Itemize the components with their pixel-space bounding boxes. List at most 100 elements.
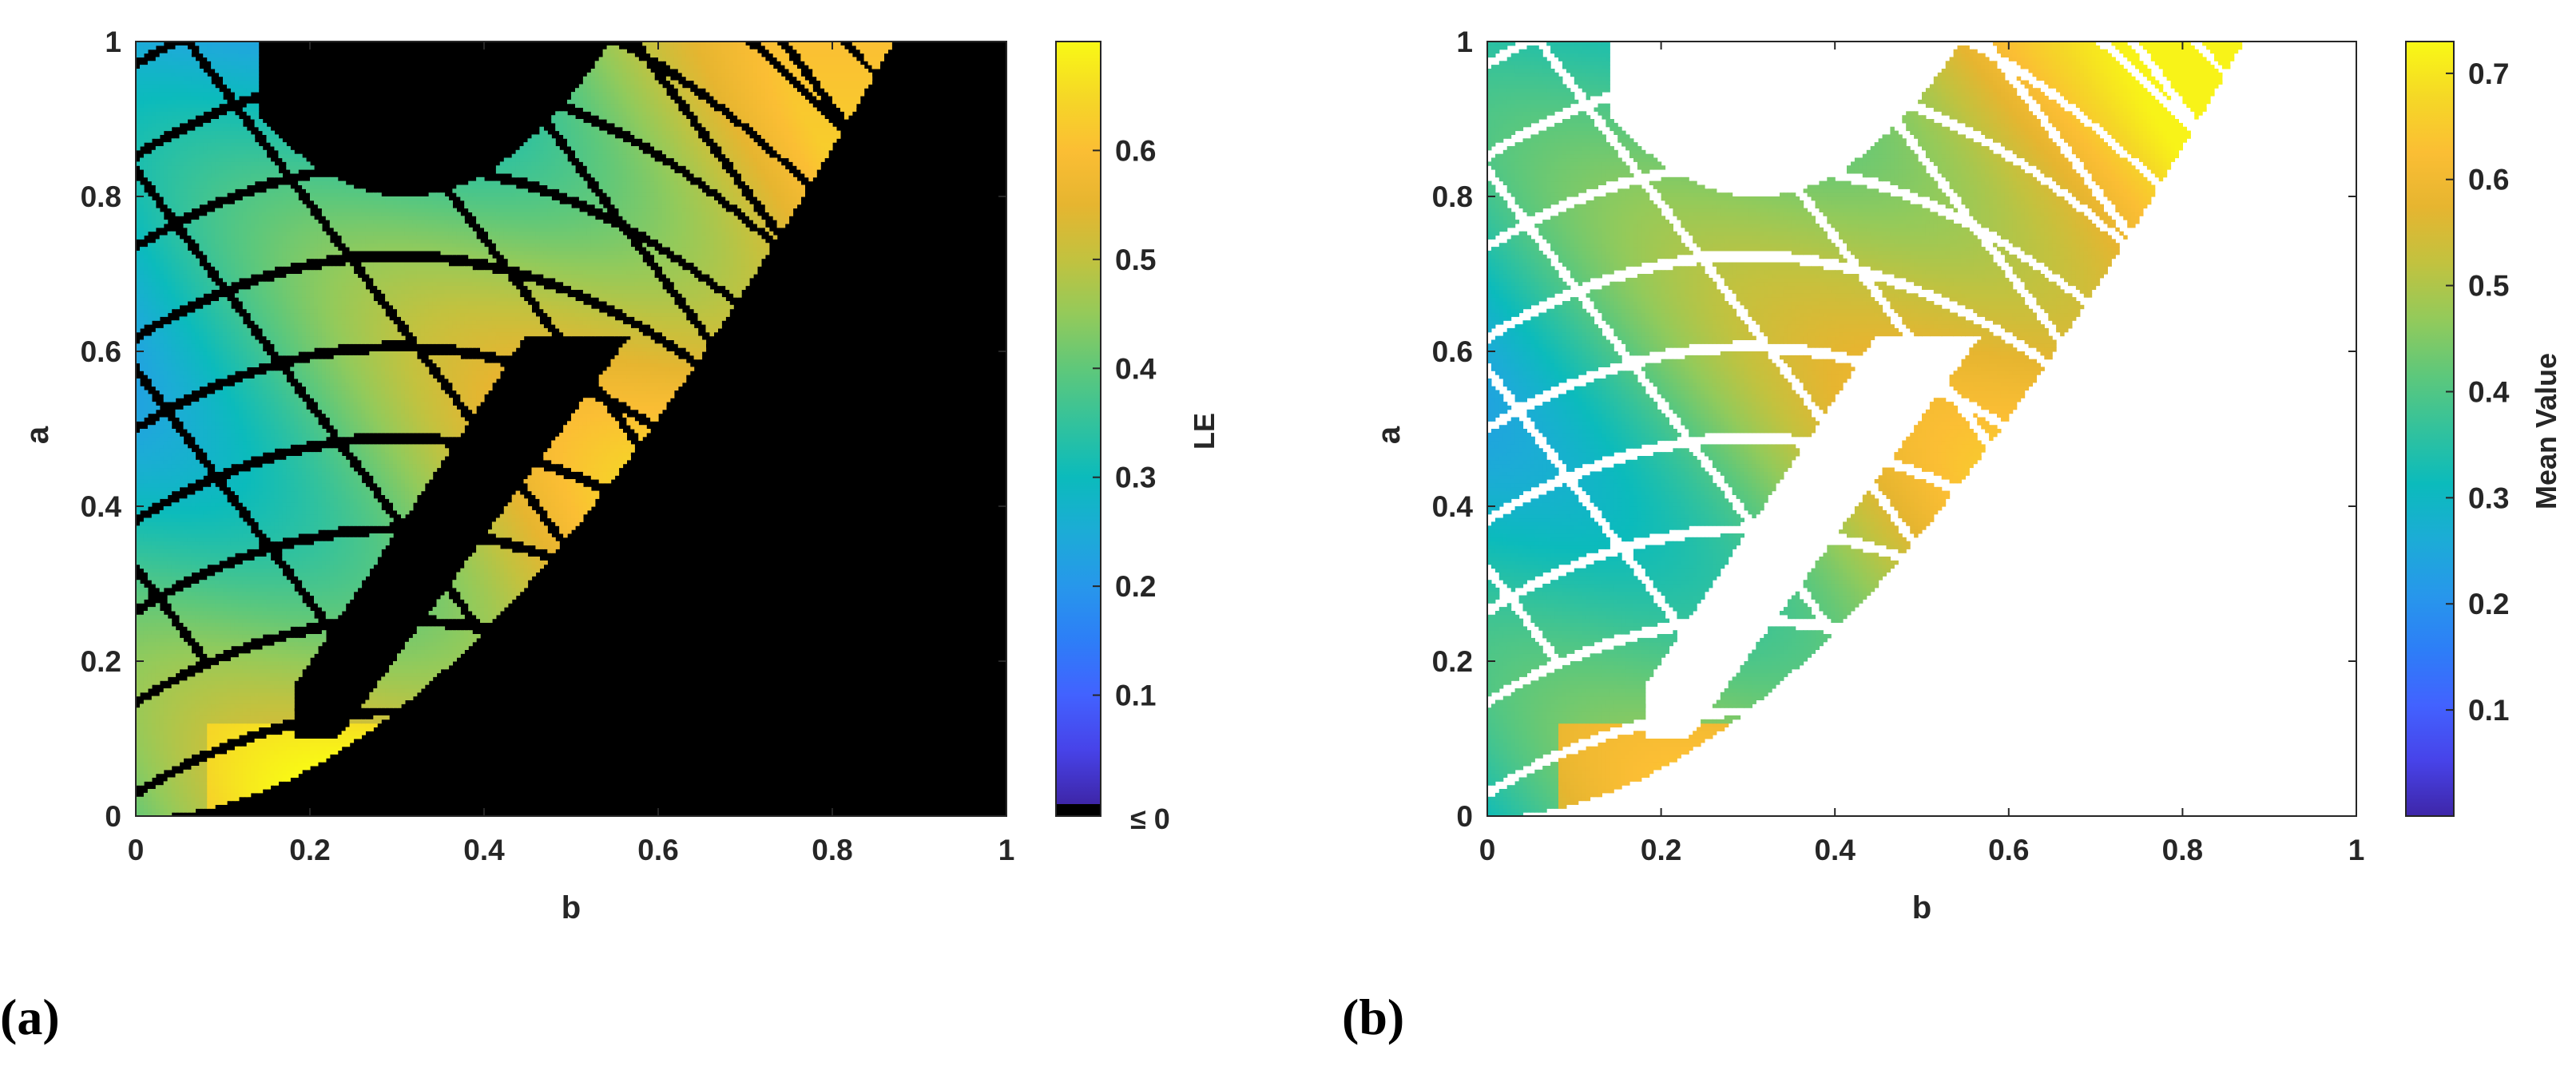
- heatmap-cell-run: [412, 482, 418, 488]
- heatmap-cell-run: [298, 553, 303, 557]
- heatmap-cell-run: [175, 707, 181, 712]
- heatmap-cell-run: [159, 509, 165, 515]
- heatmap-cell-run: [136, 591, 149, 596]
- heatmap-cell-run: [464, 572, 469, 577]
- heatmap-cell-run: [234, 766, 240, 771]
- heatmap-cell-run: [606, 471, 612, 476]
- heatmap-cell-run: [199, 591, 204, 596]
- heatmap-cell-run: [551, 456, 556, 461]
- heatmap-cell-run: [203, 405, 208, 410]
- heatmap-cell-run: [543, 494, 548, 499]
- heatmap-cell-run: [136, 739, 141, 743]
- heatmap-cell-run: [203, 800, 208, 805]
- heatmap-cell-run: [282, 498, 287, 503]
- heatmap-cell-run: [404, 444, 410, 449]
- heatmap-cell-run: [175, 463, 184, 469]
- heatmap-cell-run: [523, 568, 529, 573]
- heatmap-cell-run: [195, 595, 200, 600]
- heatmap-cell-run: [207, 444, 212, 449]
- heatmap-cell-run: [219, 440, 224, 445]
- heatmap-cell-run: [195, 506, 200, 511]
- heatmap-cell-run: [203, 766, 208, 771]
- heatmap-cell-run: [357, 409, 363, 414]
- heatmap-cell-run: [167, 661, 173, 666]
- heatmap-cell-run: [282, 576, 287, 581]
- heatmap-cell-run: [151, 456, 161, 461]
- heatmap-cell-run: [456, 614, 461, 620]
- heatmap-cell-run: [215, 692, 220, 697]
- heatmap-cell-run: [159, 664, 165, 670]
- heatmap-cell-run: [191, 568, 196, 573]
- heatmap-cell-run: [503, 568, 509, 573]
- heatmap-cell-run: [317, 545, 323, 549]
- heatmap-cell-run: [310, 762, 319, 767]
- heatmap-cell-run: [191, 676, 196, 681]
- heatmap-cell-run: [266, 502, 272, 507]
- heatmap-cell-run: [203, 680, 208, 685]
- heatmap-cell-run: [143, 568, 149, 573]
- heatmap-cell-run: [227, 634, 240, 639]
- heatmap-cell-run: [250, 533, 256, 538]
- heatmap-cell-run: [211, 432, 216, 438]
- heatmap-cell-run: [175, 576, 184, 581]
- heatmap-cell-run: [397, 494, 402, 499]
- heatmap-cell-run: [238, 758, 244, 763]
- heatmap-cell-run: [230, 475, 236, 480]
- heatmap-cell-run: [143, 498, 161, 503]
- heatmap-cell-run: [199, 692, 204, 697]
- heatmap-cell-run: [298, 557, 303, 561]
- heatmap-cell-run: [187, 471, 192, 476]
- heatmap-cell-run: [519, 560, 525, 565]
- heatmap-cell-run: [167, 804, 173, 809]
- heatmap-cell-run: [349, 521, 355, 526]
- heatmap-cell-run: [155, 653, 161, 658]
- heatmap-cell-run: [306, 587, 311, 592]
- heatmap-cell-run: [460, 568, 465, 573]
- heatmap-cell-run: [270, 486, 276, 492]
- heatmap-cell-run: [159, 448, 165, 453]
- heatmap-cell-run: [353, 486, 359, 492]
- heatmap-cell-run: [234, 719, 240, 724]
- heatmap-cell-run: [230, 727, 236, 731]
- heatmap-cell-run: [147, 723, 153, 727]
- heatmap-cell-run: [527, 568, 533, 573]
- heatmap-cell-run: [183, 727, 189, 731]
- heatmap-cell-run: [179, 436, 185, 442]
- heatmap-cell-run: [215, 789, 220, 794]
- heatmap-cell-run: [223, 603, 228, 608]
- heatmap-cell-run: [167, 645, 177, 650]
- heatmap-cell-run: [515, 517, 521, 522]
- heatmap-cell-run: [602, 444, 608, 449]
- heatmap-cell-run: [278, 762, 283, 767]
- heatmap-cell-run: [242, 637, 248, 643]
- heatmap-cell-run: [353, 425, 359, 430]
- heatmap-cell-run: [325, 614, 335, 620]
- heatmap-cell-run: [432, 459, 438, 465]
- heatmap-cell-run: [278, 521, 283, 526]
- heatmap-cell-run: [531, 482, 537, 488]
- heatmap-cell-run: [365, 494, 370, 499]
- heatmap-cell-run: [337, 587, 343, 592]
- heatmap-cell-run: [306, 486, 311, 492]
- heatmap-cell-run: [523, 557, 529, 561]
- heatmap-cell-run: [199, 541, 204, 546]
- heatmap-cell-run: [488, 587, 493, 592]
- heatmap-cell-run: [377, 471, 382, 476]
- heatmap-cell-run: [227, 421, 232, 426]
- heatmap-cell-run: [143, 739, 149, 743]
- heatmap-cell-run: [175, 762, 181, 767]
- heatmap-cell-run: [266, 785, 272, 790]
- heatmap-cell-run: [191, 557, 196, 561]
- heatmap-cell-run: [460, 425, 465, 430]
- heatmap-cell-run: [211, 762, 216, 767]
- heatmap-cell-run: [238, 421, 244, 426]
- heatmap-cell-run: [195, 405, 200, 410]
- heatmap-cell-run: [567, 509, 572, 515]
- heatmap-cell-run: [140, 731, 145, 735]
- heatmap-cell-run: [345, 599, 351, 604]
- heatmap-cell-run: [211, 699, 216, 704]
- heatmap-cell-run: [302, 486, 307, 492]
- heatmap-cell-run: [238, 777, 244, 782]
- heatmap-cell-run: [155, 676, 161, 681]
- heatmap-cell-run: [266, 777, 272, 782]
